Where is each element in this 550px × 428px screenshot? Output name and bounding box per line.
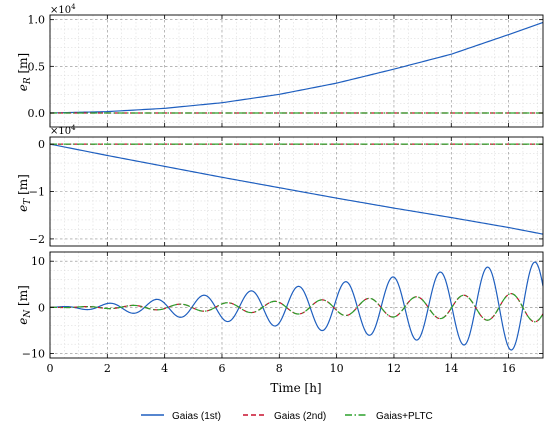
x-tick-label: 14 <box>444 362 458 375</box>
x-tick-label: 4 <box>161 362 168 375</box>
series-line-gaias-1st <box>50 21 543 114</box>
y-tick-label: 0.5 <box>28 60 46 73</box>
ylabel-along-track: eT [m] <box>16 174 33 212</box>
legend-label-gaias-2nd: Gaias (2nd) <box>274 411 326 422</box>
ylabel-radial: eR [m] <box>16 53 33 91</box>
y-tick-label: −2 <box>29 233 45 246</box>
x-tick-label: 16 <box>502 362 516 375</box>
panel-radial-error: 0.0 0.5 1.0 <box>28 14 544 128</box>
x-tick-label: 12 <box>387 362 401 375</box>
y-tick-label: 0 <box>38 301 45 314</box>
panel-along-track-error: 0 −1 −2 <box>29 136 544 247</box>
xlabel: Time [h] <box>270 381 321 395</box>
legend: Gaias (1st) Gaias (2nd) Gaias+PLTC <box>141 411 433 422</box>
x-tick-label: 10 <box>330 362 344 375</box>
y-tick-label: 10 <box>31 255 45 268</box>
offset-label-middle: ×104 <box>50 124 76 137</box>
plot-frame <box>49 251 544 359</box>
legend-label-gaias-1st: Gaias (1st) <box>172 411 221 422</box>
y-tick-label: 0 <box>38 138 45 151</box>
series-line-gaias-1st <box>50 143 543 235</box>
y-tick-label: 1.0 <box>28 14 46 27</box>
offset-label-top: ×104 <box>50 3 76 16</box>
legend-label-gaias-pltc: Gaias+PLTC <box>376 411 433 422</box>
x-tick-label: 0 <box>47 362 54 375</box>
ylabel-cross-track: eN [m] <box>16 285 33 325</box>
y-tick-label: −10 <box>22 347 45 360</box>
x-tick-label: 6 <box>218 362 225 375</box>
x-tick-label: 2 <box>104 362 111 375</box>
y-tick-label: 0.0 <box>28 107 46 120</box>
series-line-gaias-1st <box>50 261 543 351</box>
plot-frame <box>49 14 544 128</box>
x-tick-label: 8 <box>276 362 283 375</box>
y-tick-label: −1 <box>29 186 45 199</box>
series-line-gaias-pltc <box>50 293 543 323</box>
